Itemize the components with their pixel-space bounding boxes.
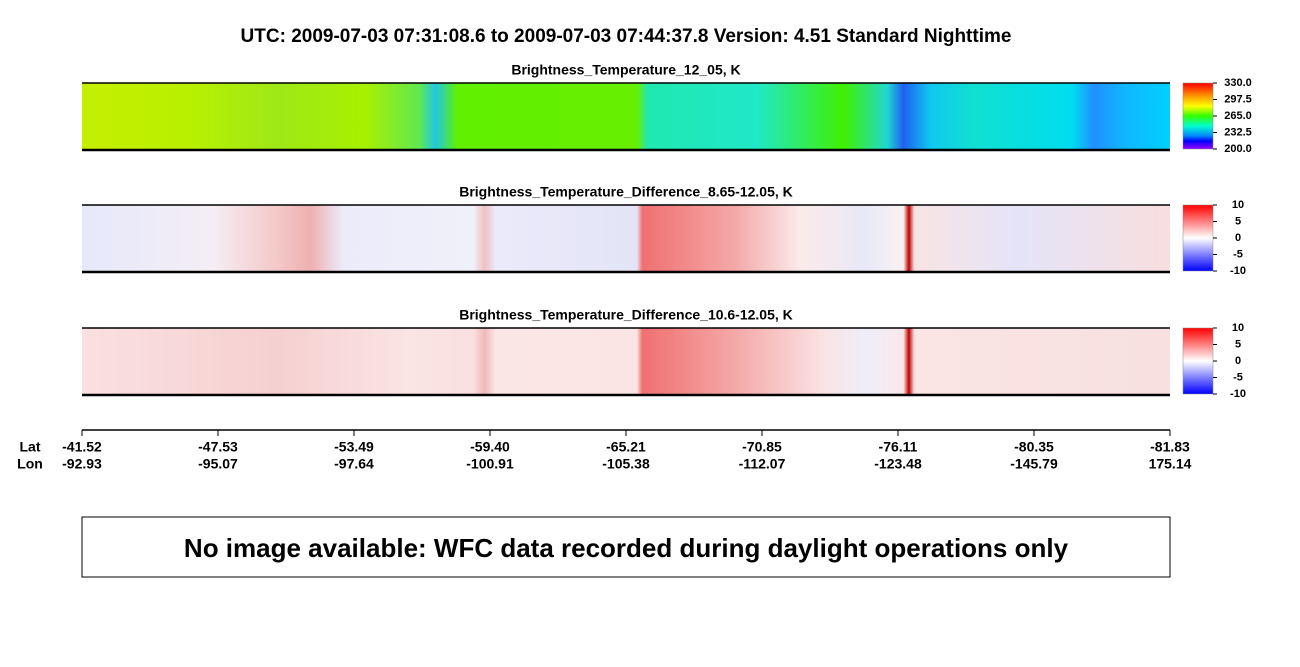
colorbar-tick-label: 10: [1232, 199, 1244, 211]
lon-tick-label: -145.79: [1010, 456, 1058, 472]
lat-tick-label: -47.53: [198, 439, 238, 455]
strip-image: [82, 83, 1170, 150]
colorbar-tick-label: -5: [1233, 248, 1243, 260]
lat-tick-label: -70.85: [742, 439, 782, 455]
lon-tick-label: -105.38: [602, 456, 650, 472]
lat-tick-label: -59.40: [470, 439, 510, 455]
lat-tick-label: -80.35: [1014, 439, 1054, 455]
message: No image available: WFC data recorded du…: [184, 533, 1069, 563]
strip-image: [82, 205, 1170, 272]
lat-label: Lat: [20, 439, 41, 455]
lat-tick-label: -41.52: [62, 439, 102, 455]
colorbar-tick-label: 297.5: [1224, 93, 1252, 105]
colorbar: [1182, 204, 1214, 272]
colorbar-tick-label: 0: [1235, 232, 1241, 244]
colorbar-tick-label: 0: [1235, 355, 1241, 367]
colorbar-tick-label: 5: [1235, 338, 1241, 350]
colorbar: [1182, 327, 1214, 395]
colorbar-tick-label: 265.0: [1224, 110, 1252, 122]
colorbar-tick-label: -10: [1230, 265, 1246, 277]
lat-tick-label: -76.11: [879, 439, 918, 455]
lat-tick-label: -65.21: [606, 439, 646, 455]
colorbar-tick-label: 10: [1232, 322, 1244, 334]
strip-image: [82, 328, 1170, 395]
title: UTC: 2009-07-03 07:31:08.6 to 2009-07-03…: [241, 26, 1012, 47]
lat-tick-label: -53.49: [334, 439, 374, 455]
panel-title: Brightness_Temperature_Difference_8.65-1…: [459, 184, 793, 200]
panel-title: Brightness_Temperature_Difference_10.6-1…: [459, 307, 793, 323]
colorbar-tick-label: 232.5: [1224, 126, 1252, 138]
colorbar-tick-label: 5: [1235, 215, 1241, 227]
colorbar: [1182, 82, 1214, 150]
message-box: [81, 516, 1171, 578]
lon-tick-label: -97.64: [334, 456, 374, 472]
lon-tick-label: -112.07: [739, 456, 786, 472]
colorbar-tick-label: 200.0: [1224, 143, 1252, 155]
lon-tick-label: 175.14: [1149, 456, 1192, 472]
colorbar-tick-label: -5: [1233, 371, 1243, 383]
lon-tick-label: -92.93: [62, 456, 102, 472]
colorbar-tick-label: 330.0: [1224, 77, 1252, 89]
lon-tick-label: -123.48: [874, 456, 922, 472]
lon-tick-label: -100.91: [466, 456, 514, 472]
lon-tick-label: -95.07: [198, 456, 238, 472]
lon-label: Lon: [17, 456, 43, 472]
panel-title: Brightness_Temperature_12_05, K: [511, 62, 740, 78]
lat-tick-label: -81.83: [1150, 439, 1190, 455]
colorbar-tick-label: -10: [1230, 388, 1246, 400]
